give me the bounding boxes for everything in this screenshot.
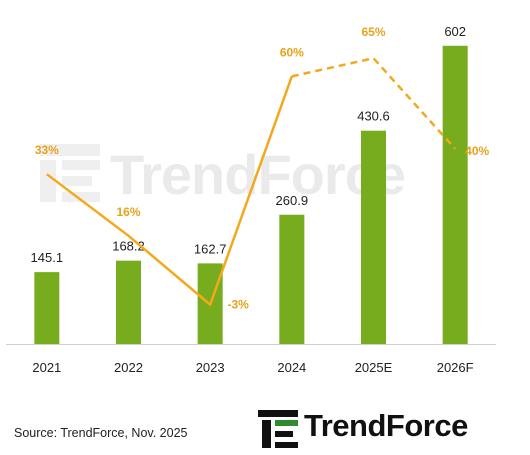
bar-value-label-2025E: 430.6 <box>357 109 390 124</box>
growth-label-2022: 16% <box>116 205 140 219</box>
trendforce-logo-text: TrendForce <box>304 408 468 443</box>
growth-label-2026F: 40% <box>465 144 489 158</box>
growth-line-dashed <box>291 56 457 150</box>
growth-label-2021: 33% <box>35 143 59 157</box>
bar-2025E <box>361 130 386 344</box>
bar-value-label-2024: 260.9 <box>276 193 309 208</box>
x-tick-label-2023: 2023 <box>196 360 225 375</box>
source-note: Source: TrendForce, Nov. 2025 <box>14 426 188 440</box>
growth-label-2025E: 65% <box>361 25 385 39</box>
bar-2026F <box>442 45 468 344</box>
chart: 145.12021168.22022162.72023260.92024430.… <box>6 24 496 375</box>
bar-value-label-2026F: 602 <box>444 24 466 39</box>
x-tick-label-2021: 2021 <box>32 360 61 375</box>
x-tick-label-2024: 2024 <box>277 360 306 375</box>
growth-label-2024: 60% <box>280 45 304 59</box>
bar-2024 <box>279 214 305 344</box>
bar-value-label-2023: 162.7 <box>194 241 227 256</box>
bar-value-label-2021: 145.1 <box>31 250 64 265</box>
x-tick-label-2022: 2022 <box>114 360 143 375</box>
x-tick-label-2025E: 2025E <box>355 360 393 375</box>
trendforce-logo-icon <box>258 410 298 448</box>
growth-label-2023: -3% <box>227 298 249 312</box>
trendforce-logo: TrendForce <box>258 404 513 452</box>
growth-line-solid <box>46 75 294 306</box>
bar-2021 <box>34 272 60 344</box>
bar-2022 <box>116 260 141 344</box>
x-tick-label-2026F: 2026F <box>437 360 474 375</box>
